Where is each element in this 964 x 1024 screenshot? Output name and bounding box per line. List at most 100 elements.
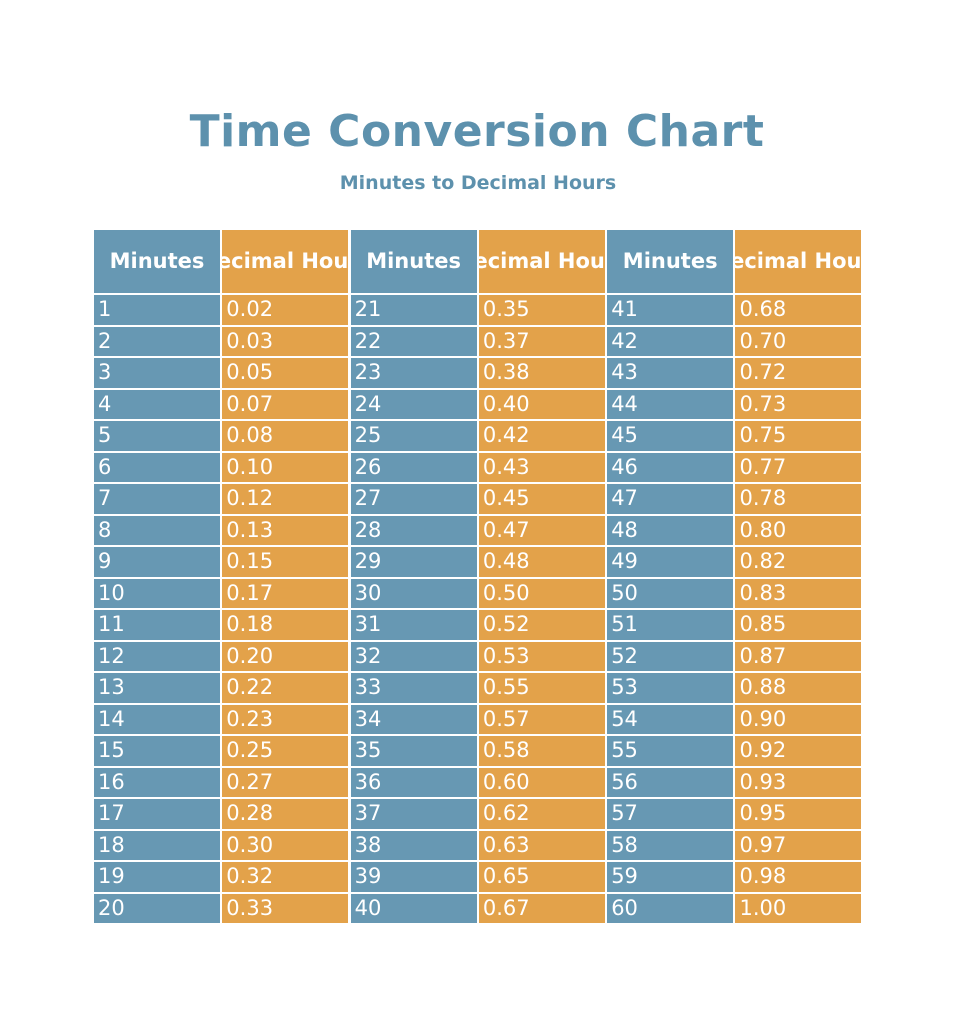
header-minutes: Minutes — [94, 230, 220, 293]
decimal-hours-cell: 0.37 — [478, 326, 605, 356]
decimal-hours-cell: 0.45 — [478, 484, 605, 514]
decimal-hours-cell: 0.67 — [478, 893, 605, 923]
decimal-hours-cell: 0.05 — [222, 358, 349, 388]
decimal-hours-cell: 0.73 — [735, 389, 862, 419]
header-decimal-hours: Decimal Hours — [478, 230, 605, 293]
decimal-hours-cell: 0.78 — [735, 484, 862, 514]
header-minutes: Minutes — [607, 230, 734, 293]
decimal-hours-cell: 0.27 — [222, 767, 349, 797]
decimal-hours-cell: 0.98 — [735, 862, 862, 892]
decimal-hours-cell: 0.53 — [478, 641, 605, 671]
minutes-cell: 29 — [350, 547, 477, 577]
minutes-cell: 15 — [94, 736, 220, 766]
decimal-hours-cell: 0.32 — [222, 862, 349, 892]
decimal-hours-cell: 1.00 — [735, 893, 862, 923]
decimal-hours-cell: 0.70 — [735, 326, 862, 356]
minutes-cell: 5 — [94, 421, 220, 451]
decimal-hours-cell: 0.30 — [222, 830, 349, 860]
decimal-hours-cell: 0.17 — [222, 578, 349, 608]
minutes-cell: 44 — [607, 389, 734, 419]
decimal-hours-cell: 0.28 — [222, 799, 349, 829]
header-decimal-hours: Decimal Hours — [735, 230, 862, 293]
minutes-cell: 39 — [350, 862, 477, 892]
minutes-cell: 55 — [607, 736, 734, 766]
decimal-hours-cell: 0.82 — [735, 547, 862, 577]
minutes-cell: 57 — [607, 799, 734, 829]
minutes-cell: 21 — [350, 295, 477, 325]
decimal-hours-cell: 0.62 — [478, 799, 605, 829]
minutes-cell: 14 — [94, 704, 220, 734]
minutes-cell: 8 — [94, 515, 220, 545]
decimal-hours-cell: 0.90 — [735, 704, 862, 734]
minutes-cell: 23 — [350, 358, 477, 388]
minutes-cell: 12 — [94, 641, 220, 671]
header-decimal-hours: Decimal Hours — [222, 230, 349, 293]
decimal-hours-cell: 0.52 — [478, 610, 605, 640]
minutes-cell: 10 — [94, 578, 220, 608]
decimal-hours-cell: 0.40 — [478, 389, 605, 419]
minutes-cell: 7 — [94, 484, 220, 514]
header-minutes: Minutes — [350, 230, 477, 293]
decimal-hours-cell: 0.92 — [735, 736, 862, 766]
minutes-cell: 30 — [350, 578, 477, 608]
minutes-cell: 32 — [350, 641, 477, 671]
minutes-cell: 37 — [350, 799, 477, 829]
decimal-hours-cell: 0.57 — [478, 704, 605, 734]
decimal-hours-cell: 0.95 — [735, 799, 862, 829]
decimal-hours-cell: 0.18 — [222, 610, 349, 640]
decimal-hours-cell: 0.03 — [222, 326, 349, 356]
minutes-cell: 31 — [350, 610, 477, 640]
decimal-hours-cell: 0.50 — [478, 578, 605, 608]
minutes-cell: 52 — [607, 641, 734, 671]
minutes-cell: 43 — [607, 358, 734, 388]
decimal-hours-cell: 0.65 — [478, 862, 605, 892]
decimal-hours-cell: 0.22 — [222, 673, 349, 703]
minutes-cell: 58 — [607, 830, 734, 860]
minutes-cell: 6 — [94, 452, 220, 482]
minutes-cell: 41 — [607, 295, 734, 325]
decimal-hours-cell: 0.10 — [222, 452, 349, 482]
minutes-cell: 4 — [94, 389, 220, 419]
decimal-hours-cell: 0.68 — [735, 295, 862, 325]
decimal-hours-cell: 0.02 — [222, 295, 349, 325]
decimal-hours-cell: 0.35 — [478, 295, 605, 325]
minutes-cell: 47 — [607, 484, 734, 514]
decimal-hours-cell: 0.23 — [222, 704, 349, 734]
decimal-hours-cell: 0.38 — [478, 358, 605, 388]
minutes-cell: 16 — [94, 767, 220, 797]
minutes-cell: 27 — [350, 484, 477, 514]
minutes-cell: 40 — [350, 893, 477, 923]
minutes-cell: 1 — [94, 295, 220, 325]
decimal-hours-cell: 0.07 — [222, 389, 349, 419]
decimal-hours-cell: 0.77 — [735, 452, 862, 482]
minutes-cell: 59 — [607, 862, 734, 892]
page-title: Time Conversion Chart — [189, 106, 765, 157]
minutes-cell: 26 — [350, 452, 477, 482]
minutes-cell: 22 — [350, 326, 477, 356]
decimal-hours-cell: 0.93 — [735, 767, 862, 797]
decimal-hours-cell: 0.55 — [478, 673, 605, 703]
minutes-cell: 35 — [350, 736, 477, 766]
minutes-cell: 45 — [607, 421, 734, 451]
decimal-hours-cell: 0.83 — [735, 578, 862, 608]
minutes-cell: 25 — [350, 421, 477, 451]
minutes-cell: 3 — [94, 358, 220, 388]
minutes-cell: 18 — [94, 830, 220, 860]
minutes-cell: 38 — [350, 830, 477, 860]
minutes-cell: 56 — [607, 767, 734, 797]
minutes-cell: 13 — [94, 673, 220, 703]
minutes-cell: 36 — [350, 767, 477, 797]
minutes-cell: 17 — [94, 799, 220, 829]
decimal-hours-cell: 0.33 — [222, 893, 349, 923]
decimal-hours-cell: 0.88 — [735, 673, 862, 703]
minutes-cell: 11 — [94, 610, 220, 640]
minutes-cell: 50 — [607, 578, 734, 608]
minutes-cell: 2 — [94, 326, 220, 356]
decimal-hours-cell: 0.12 — [222, 484, 349, 514]
decimal-hours-cell: 0.72 — [735, 358, 862, 388]
decimal-hours-cell: 0.85 — [735, 610, 862, 640]
minutes-cell: 24 — [350, 389, 477, 419]
page-subtitle: Minutes to Decimal Hours — [339, 172, 617, 194]
minutes-cell: 28 — [350, 515, 477, 545]
decimal-hours-cell: 0.75 — [735, 421, 862, 451]
